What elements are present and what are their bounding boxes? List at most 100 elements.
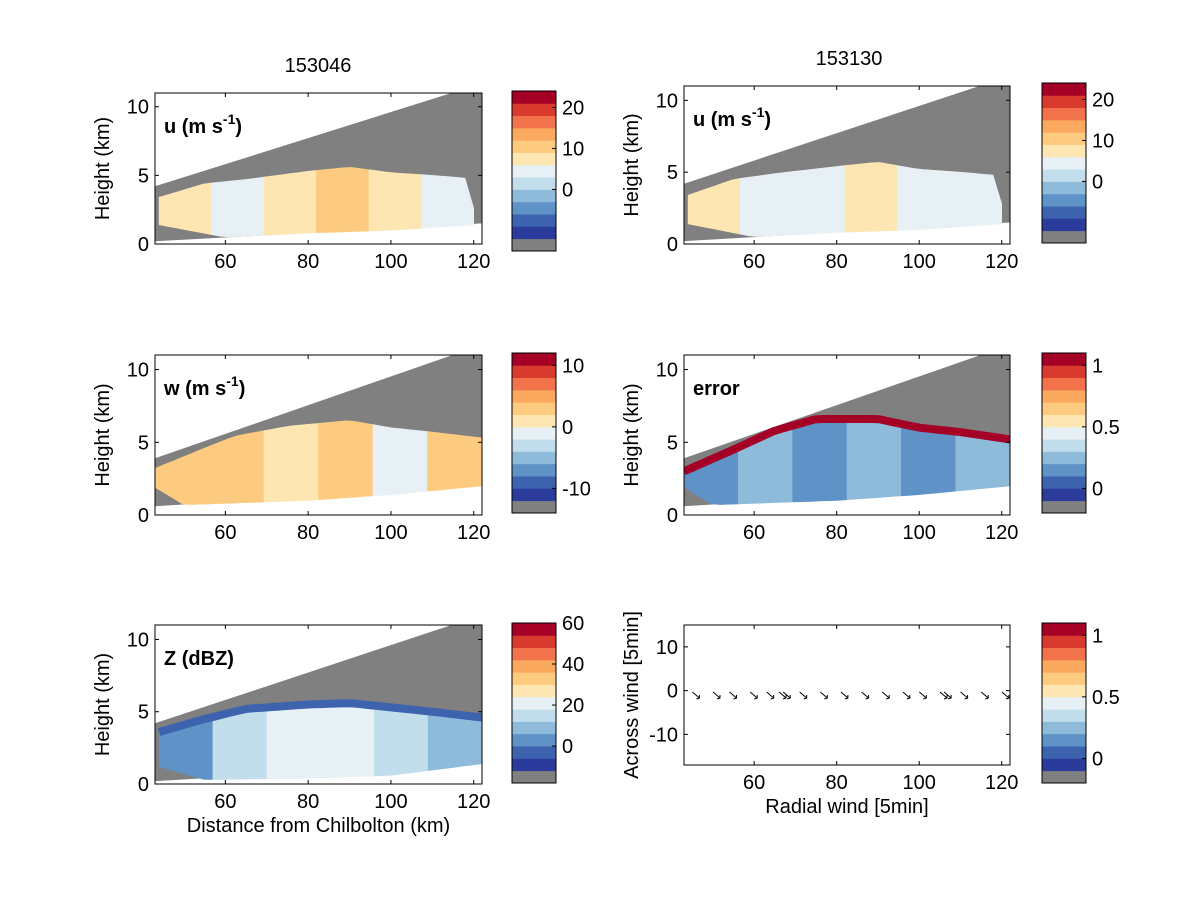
colorbar-frame bbox=[511, 90, 557, 252]
plot-area bbox=[684, 355, 1010, 507]
wind-arrow bbox=[782, 691, 791, 700]
colorbar-swatch bbox=[1042, 721, 1086, 735]
colorbar-swatch bbox=[512, 127, 556, 141]
wind-arrow bbox=[1001, 691, 1010, 700]
x-tick-label: 100 bbox=[374, 791, 407, 813]
colorbar-swatch bbox=[1042, 353, 1086, 366]
colorbar-swatch bbox=[512, 770, 556, 784]
x-tick-label: 60 bbox=[214, 251, 236, 273]
wind-arrow bbox=[819, 691, 828, 700]
x-tick-label: 120 bbox=[985, 251, 1018, 273]
colorbar-swatch bbox=[512, 659, 556, 673]
x-tick-label: 80 bbox=[826, 772, 848, 794]
colorbar-swatch bbox=[512, 709, 556, 722]
colorbar-swatch bbox=[1042, 758, 1086, 772]
colorbar-swatch bbox=[1042, 156, 1086, 170]
y-tick-label: 10 bbox=[656, 360, 678, 382]
echo-cell bbox=[846, 418, 902, 501]
wind-arrow bbox=[729, 691, 737, 700]
colorbar-swatch bbox=[1042, 414, 1086, 428]
wind-arrow bbox=[712, 691, 721, 700]
colorbar-swatch bbox=[512, 140, 556, 153]
colorbar-swatch bbox=[1042, 218, 1086, 232]
colorbar-swatch bbox=[1042, 132, 1086, 145]
y-tick-label: 0 bbox=[667, 505, 678, 527]
colorbar-swatch bbox=[512, 377, 556, 391]
wind-arrow bbox=[943, 691, 952, 700]
colorbar-tick-label: 10 bbox=[562, 138, 584, 160]
x-axis-label: Radial wind [5min] bbox=[765, 796, 928, 818]
echo-cell bbox=[263, 170, 317, 236]
echo-cell bbox=[740, 171, 794, 237]
wind-arrow bbox=[939, 691, 948, 700]
axes-box bbox=[154, 92, 483, 245]
colorbar-swatch bbox=[512, 238, 556, 252]
colorbar-swatch bbox=[512, 177, 556, 190]
x-tick-label: 120 bbox=[457, 251, 490, 273]
colorbar-swatch bbox=[512, 115, 556, 129]
colorbar-swatch bbox=[512, 500, 556, 514]
colorbar: 60 40 20 0 bbox=[511, 613, 584, 784]
y-axis-label: Height (km) bbox=[621, 113, 643, 216]
x-tick-label: 100 bbox=[374, 251, 407, 273]
echo-cell bbox=[318, 420, 374, 501]
colorbar-swatch bbox=[512, 426, 556, 440]
colorbar-frame bbox=[1041, 352, 1087, 514]
colorbar-tick-label: -10 bbox=[562, 478, 591, 500]
echo-cell bbox=[792, 418, 848, 503]
colorbar-swatch bbox=[512, 91, 556, 104]
panel-label: Z (dBZ) bbox=[164, 648, 234, 670]
x-tick-label: 60 bbox=[214, 522, 236, 544]
echo-cell bbox=[320, 702, 375, 779]
y-tick-label: 0 bbox=[138, 234, 149, 256]
echo-edge bbox=[684, 415, 1010, 476]
x-tick-label: 60 bbox=[214, 791, 236, 813]
plot-area bbox=[155, 93, 482, 242]
colorbar-swatch bbox=[512, 365, 556, 379]
colorbar-swatch bbox=[1042, 770, 1086, 784]
axes-box bbox=[154, 354, 483, 516]
echo-cell bbox=[211, 176, 265, 238]
colorbar-frame bbox=[1041, 622, 1087, 784]
wind-arrow bbox=[778, 691, 787, 700]
echo-cell bbox=[420, 174, 475, 229]
plot-area bbox=[684, 86, 1010, 242]
colorbar-swatch bbox=[1042, 476, 1086, 489]
colorbar-tick-label: 0 bbox=[562, 417, 573, 439]
colorbar-swatch bbox=[512, 672, 556, 685]
plot-area bbox=[692, 691, 1010, 700]
y-axis-label: Height (km) bbox=[92, 117, 114, 220]
wind-arrow bbox=[980, 691, 989, 700]
wind-arrow bbox=[919, 691, 927, 700]
colorbar-swatch bbox=[1042, 107, 1086, 121]
colorbar-swatch bbox=[1042, 746, 1086, 759]
colorbar-swatch bbox=[1042, 119, 1086, 133]
colorbar-swatch bbox=[1042, 500, 1086, 514]
colorbar: 10.50 bbox=[1041, 622, 1120, 784]
echo-cell bbox=[374, 705, 429, 777]
colorbar-swatch bbox=[512, 684, 556, 698]
colorbar-tick-label: 0.5 bbox=[1092, 687, 1120, 709]
axes-box bbox=[683, 85, 1011, 245]
echo-cell bbox=[266, 703, 321, 780]
x-tick-label: 60 bbox=[743, 522, 765, 544]
colorbar-tick-label: 20 bbox=[562, 695, 584, 717]
colorbar-tick-label: 0 bbox=[562, 179, 573, 201]
colorbar-swatch bbox=[512, 476, 556, 489]
colorbar-swatch bbox=[1042, 389, 1086, 403]
colorbar-swatch bbox=[512, 451, 556, 465]
colorbar-tick-label: 0 bbox=[1092, 748, 1103, 770]
axes-box bbox=[683, 354, 1011, 516]
panel-Z-153046: Z (dBZ) 60 80 100 120 0 5 10 Height (km) Distance… bbox=[92, 613, 584, 837]
colorbar-swatch bbox=[512, 696, 556, 710]
colorbar-swatch bbox=[1042, 426, 1086, 440]
colorbar-swatch bbox=[1042, 684, 1086, 698]
colorbar-frame bbox=[511, 622, 557, 784]
y-tick-label: 5 bbox=[138, 702, 149, 724]
colorbar-swatch bbox=[1042, 635, 1086, 649]
